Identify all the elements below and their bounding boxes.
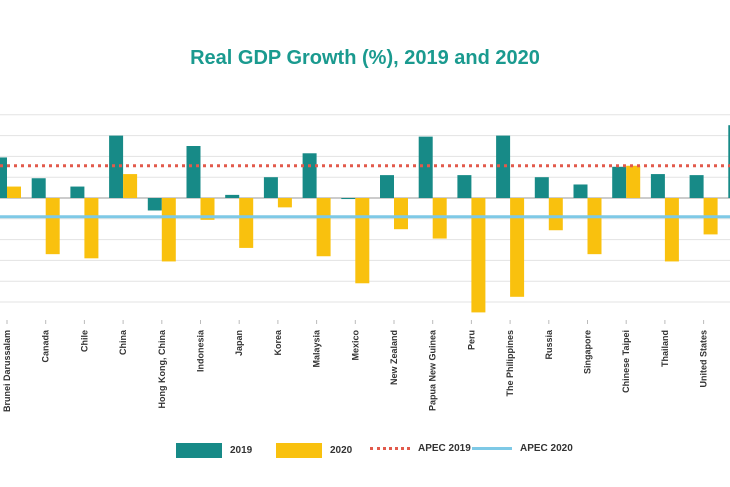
bar-2019-canada <box>31 178 46 198</box>
bar-2020-new-zealand <box>394 198 408 230</box>
x-tick-label: Thailand <box>660 330 670 367</box>
x-tick-label: Japan <box>234 330 244 356</box>
bar-2020-canada <box>45 198 60 255</box>
x-tick-label: Singapore <box>583 330 593 374</box>
x-tick-label: Mexico <box>350 330 360 361</box>
bar-2019-singapore <box>573 184 588 198</box>
bar-2019-peru <box>457 175 472 198</box>
bar-2019-papua-new-guinea <box>418 136 433 198</box>
bar-2019-chile <box>70 186 85 198</box>
legend-swatch-apec-2019 <box>370 447 410 450</box>
legend-label-apec-2019: APEC 2019 <box>418 443 471 454</box>
bar-2020-chile <box>84 198 99 259</box>
legend-item-apec-2020: APEC 2020 <box>472 443 573 454</box>
x-tick-label: Papua New Guinea <box>428 329 438 411</box>
bar-2019-viet-nam <box>728 125 730 198</box>
x-tick-label: New Zealand <box>389 330 399 385</box>
legend-item-apec-2019: APEC 2019 <box>370 443 471 454</box>
bar-2020-china <box>123 174 138 198</box>
bar-2020-malaysia <box>316 198 331 257</box>
bar-2020-mexico <box>355 198 370 284</box>
bar-2020-hong-kong-china <box>161 198 176 262</box>
x-tick-label: Russia <box>544 329 554 360</box>
legend-swatch-2020 <box>276 443 322 458</box>
legend-label-apec-2020: APEC 2020 <box>520 443 573 454</box>
bar-2019-the-philippines <box>496 135 511 198</box>
bar-2019-chinese-taipei <box>612 166 627 198</box>
x-tick-label: China <box>118 329 128 355</box>
bar-2019-russia <box>534 177 549 198</box>
x-tick-label: Chinese Taipei <box>621 330 631 393</box>
bar-2019-hong-kong-china <box>147 198 162 211</box>
bar-2019-korea <box>263 177 278 198</box>
legend-swatch-apec-2020 <box>472 447 512 450</box>
x-tick-label: The Philippines <box>505 330 515 397</box>
bar-2020-korea <box>277 198 292 208</box>
x-tick-label: Hong Kong, China <box>157 329 167 408</box>
chart-title: Real GDP Growth (%), 2019 and 2020 <box>190 47 540 69</box>
bar-2019-thailand <box>650 174 665 198</box>
bar-2019-brunei-darussalam <box>0 157 7 198</box>
bar-2019-malaysia <box>302 153 317 198</box>
bar-2019-japan <box>225 194 240 198</box>
bar-2019-mexico <box>341 198 356 200</box>
x-tick-label: United States <box>699 330 709 388</box>
legend-item-2020: 2020 <box>276 443 352 458</box>
bar-2020-indonesia <box>200 198 215 220</box>
x-tick-label: Chile <box>79 330 89 352</box>
x-tick-label: Korea <box>273 329 283 356</box>
bar-2020-peru <box>471 198 486 313</box>
x-tick-label: Brunei Darussalam <box>2 330 12 412</box>
bar-2020-the-philippines <box>510 198 525 297</box>
x-tick-label: Canada <box>41 329 51 363</box>
bar-2020-thailand <box>664 198 679 262</box>
bar-2019-united-states <box>689 175 704 198</box>
x-tick-label: Malaysia <box>312 329 322 368</box>
x-tick-label: Indonesia <box>196 329 206 372</box>
bar-2019-new-zealand <box>380 175 394 198</box>
bar-2019-indonesia <box>186 146 201 198</box>
x-tick-label: Peru <box>466 330 476 350</box>
bar-2020-russia <box>548 198 563 231</box>
legend-label-2019: 2019 <box>230 445 253 456</box>
bar-2019-china <box>109 135 124 198</box>
bar-2020-chinese-taipei <box>626 165 641 198</box>
legend-label-2020: 2020 <box>330 445 353 456</box>
legend-swatch-2019 <box>176 443 222 458</box>
bar-2020-brunei-darussalam <box>7 186 21 198</box>
bar-2020-singapore <box>587 198 602 255</box>
legend-item-2019: 2019 <box>176 443 252 458</box>
bar-2020-papua-new-guinea <box>432 198 447 239</box>
bar-2020-japan <box>239 198 254 248</box>
